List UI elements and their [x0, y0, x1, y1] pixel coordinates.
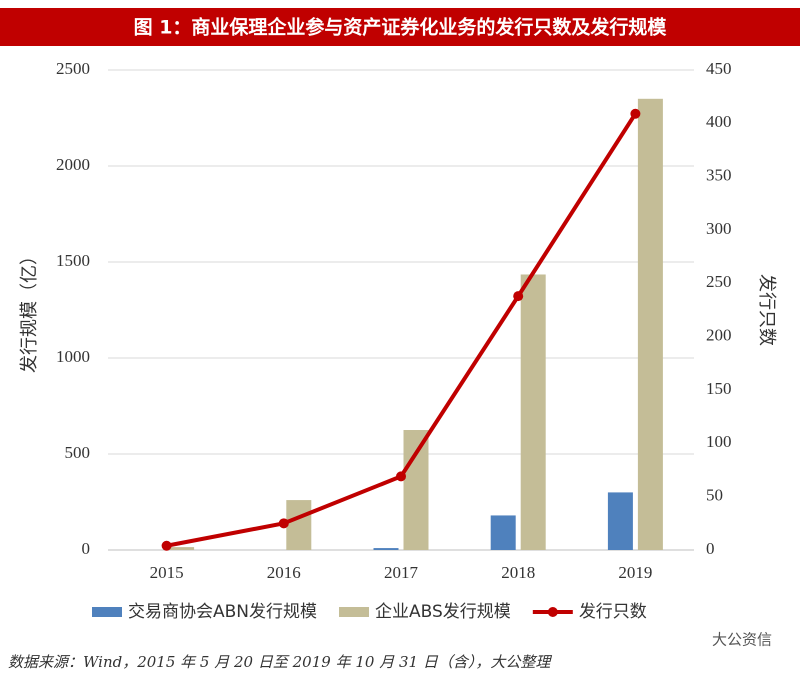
legend-swatch [339, 607, 370, 617]
bar [520, 274, 546, 550]
y-tick-label: 2500 [56, 59, 90, 78]
bar [607, 492, 633, 550]
x-tick-label: 2016 [267, 563, 301, 582]
y-tick-label: 1500 [56, 251, 90, 270]
legend-label: 交易商协会ABN发行规模 [128, 602, 317, 622]
x-tick-label: 2015 [150, 563, 184, 582]
source-note: 数据来源：Wind，2015 年 5 月 20 日至 2019 年 10 月 3… [8, 653, 552, 671]
y2-tick-label: 100 [706, 432, 732, 451]
bar [373, 548, 399, 550]
x-tick-label: 2017 [384, 563, 419, 582]
line-point [630, 108, 641, 119]
x-tick-label: 2019 [618, 563, 652, 582]
title-banner [0, 8, 800, 46]
legend-label: 企业ABS发行规模 [375, 602, 511, 622]
line-point [278, 518, 289, 529]
line-point [396, 471, 406, 482]
y-tick-label: 500 [65, 443, 91, 462]
y2-tick-label: 250 [706, 272, 732, 291]
y-axis-label: 发行规模（亿） [19, 247, 40, 373]
y-tick-label: 1000 [56, 347, 90, 366]
x-tick-label: 2018 [501, 563, 535, 582]
bar [169, 547, 195, 550]
bar [490, 515, 516, 550]
y-tick-label: 2000 [56, 155, 90, 174]
bar [286, 500, 312, 550]
y2-tick-label: 0 [706, 539, 715, 558]
line-point [161, 540, 172, 551]
y2-tick-label: 400 [706, 112, 732, 131]
y2-tick-label: 350 [706, 166, 732, 185]
watermark: 大公资信 [712, 631, 772, 649]
line-point [513, 291, 524, 302]
y-tick-label: 0 [82, 539, 91, 558]
y2-tick-label: 300 [706, 219, 732, 238]
legend-label: 发行只数 [579, 602, 647, 622]
bar [637, 98, 663, 551]
chart-title: 图 1：商业保理企业参与资产证券化业务的发行只数及发行规模 [134, 16, 668, 39]
y2-tick-label: 450 [706, 59, 732, 78]
y2-tick-label: 200 [706, 326, 732, 345]
bar [403, 430, 429, 550]
legend-swatch [92, 607, 122, 617]
y2-axis-label: 发行只数 [756, 274, 777, 346]
y2-tick-label: 50 [706, 486, 723, 505]
legend-swatch [547, 607, 558, 617]
y2-tick-label: 150 [706, 379, 732, 398]
